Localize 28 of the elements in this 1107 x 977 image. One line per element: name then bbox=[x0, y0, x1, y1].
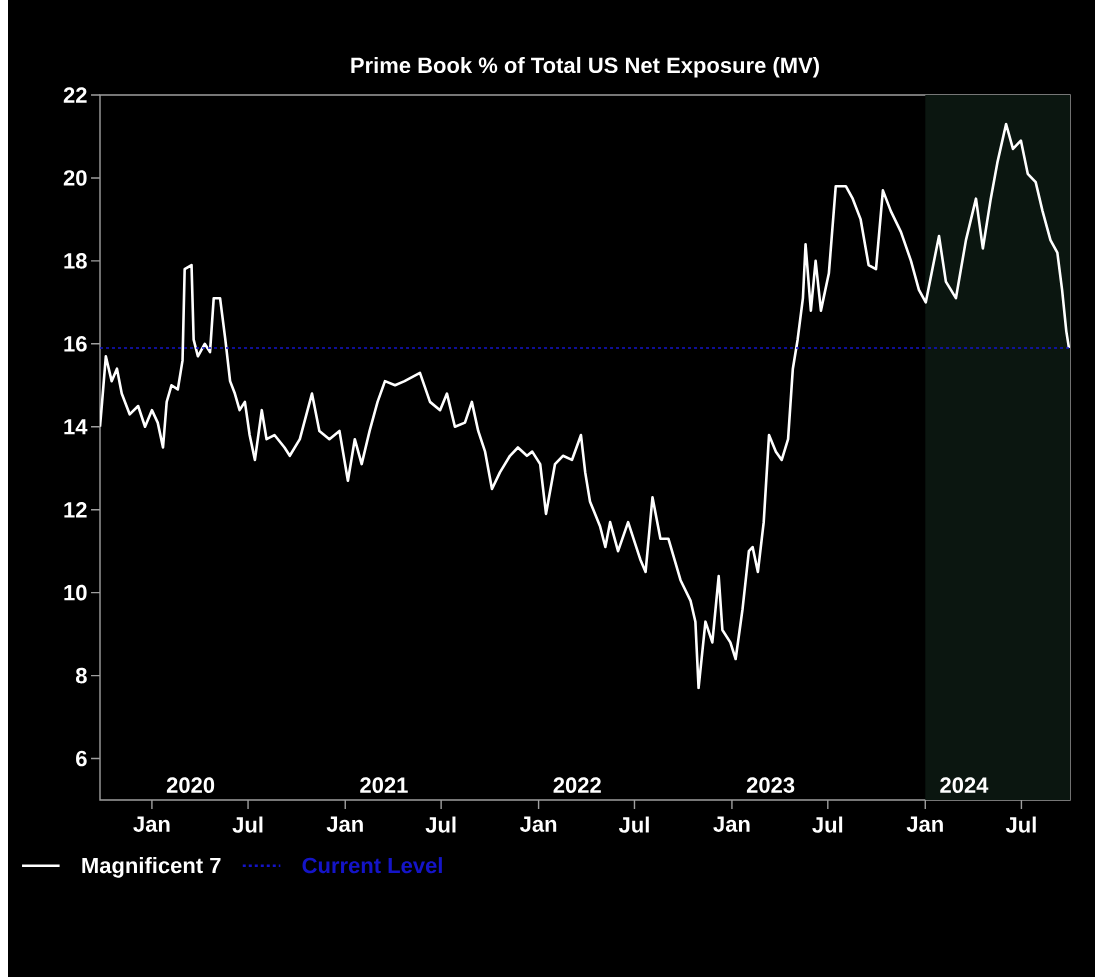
y-tick-label: 22 bbox=[63, 87, 87, 103]
x-tick-label: Jan bbox=[519, 816, 557, 832]
x-tick-label: Jul bbox=[1005, 816, 1036, 833]
legend-label: Magnificent 7 bbox=[82, 857, 221, 878]
y-tick-label: 12 bbox=[64, 502, 87, 518]
x-tick-label: Jul bbox=[425, 816, 456, 833]
line-series bbox=[100, 122, 1071, 690]
x-tick-label: Jul bbox=[232, 816, 263, 833]
x-tick-label: Jul bbox=[812, 816, 843, 833]
x-tick-label: Jan bbox=[906, 816, 943, 832]
x-tick-label: Jan bbox=[133, 816, 170, 832]
legend-label: Current Level bbox=[302, 857, 442, 874]
x-tick-label: Jan bbox=[713, 816, 750, 832]
annotation: 2020 bbox=[166, 777, 215, 793]
y-tick-label: 6 bbox=[76, 750, 87, 767]
x-tick-label: Jan bbox=[326, 816, 363, 832]
chart-title: Prime Book % of Total US Net Exposure (MV) bbox=[351, 56, 819, 78]
x-tick-label: Jul bbox=[618, 816, 649, 833]
y-tick-label: 20 bbox=[63, 170, 87, 186]
annotation: 2022 bbox=[553, 777, 601, 793]
y-tick-label: 10 bbox=[64, 584, 87, 601]
y-tick-label: 18 bbox=[64, 253, 87, 269]
y-tick-label: 8 bbox=[75, 667, 87, 684]
y-tick-label: 14 bbox=[64, 419, 88, 435]
annotation: 2023 bbox=[746, 777, 795, 793]
y-tick-label: 16 bbox=[64, 336, 87, 352]
annotation: 2021 bbox=[360, 777, 408, 793]
annotation: 2024 bbox=[940, 777, 989, 793]
